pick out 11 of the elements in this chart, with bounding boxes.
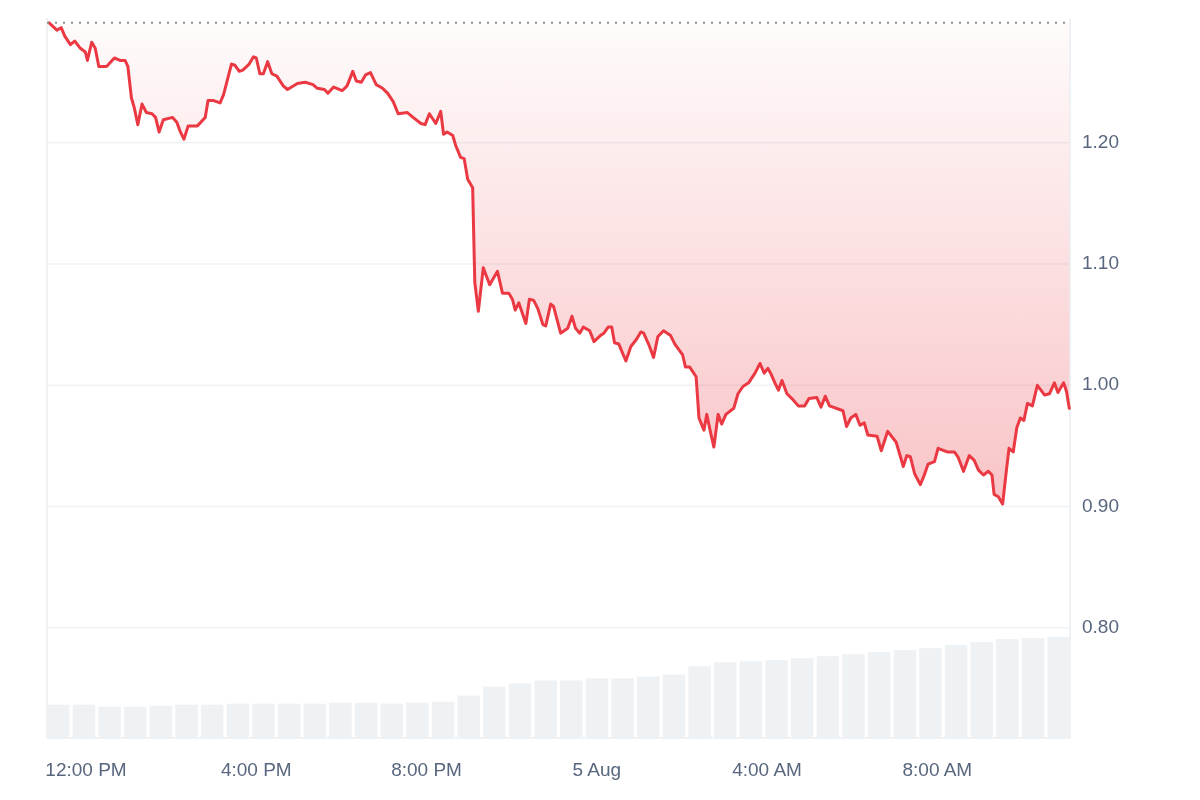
x-tick-label: 12:00 PM — [45, 759, 127, 780]
y-tick-label: 0.90 — [1082, 494, 1119, 516]
y-tick-label: 1.00 — [1082, 373, 1119, 395]
y-tick-label: 1.20 — [1082, 130, 1119, 152]
x-tick-label: 8:00 AM — [902, 759, 973, 780]
y-tick-label: 0.80 — [1082, 615, 1119, 637]
x-tick-label: 5 Aug — [572, 759, 622, 780]
y-tick-label: 1.10 — [1082, 252, 1119, 274]
x-tick-label: 8:00 PM — [391, 759, 462, 780]
x-tick-label: 4:00 PM — [220, 759, 292, 780]
x-tick-label: 4:00 AM — [732, 759, 802, 780]
